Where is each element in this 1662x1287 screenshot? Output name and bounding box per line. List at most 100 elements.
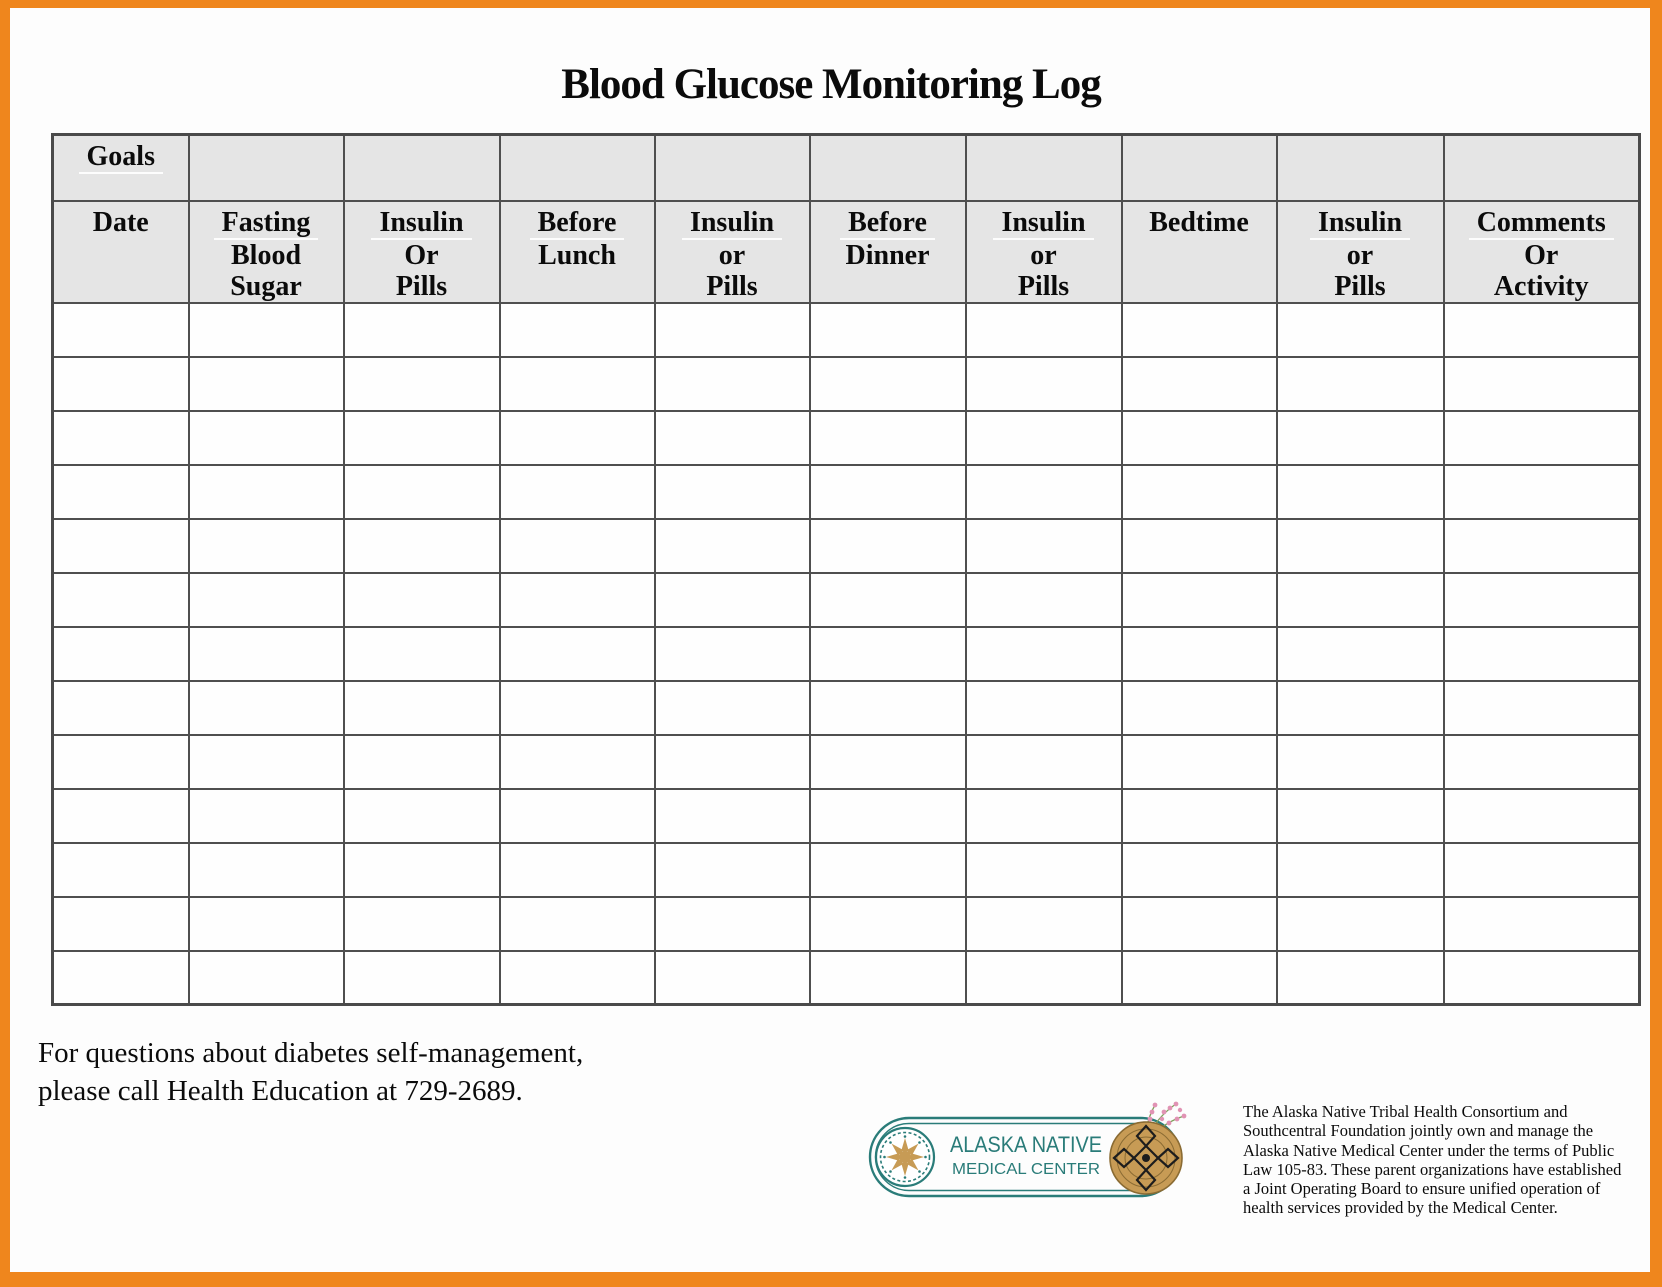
disclaimer-line: health services provided by the Medical … (1243, 1198, 1558, 1218)
log-entry-cell (498, 301, 656, 358)
log-entry-cell (1120, 895, 1278, 952)
log-entry-cell (653, 301, 811, 358)
log-entry-row (51, 409, 1641, 466)
log-entry-cell (498, 355, 656, 412)
log-entry-cell (1442, 517, 1641, 574)
disclaimer-line: Alaska Native Medical Center under the t… (1243, 1140, 1615, 1160)
column-header-before-dinner: Before Dinner (808, 199, 967, 304)
page-title: Blood Glucose Monitoring Log (561, 61, 1101, 108)
log-entry-cell (808, 301, 967, 358)
log-entry-cell (342, 733, 501, 790)
log-entry-cell (498, 949, 656, 1006)
goals-label-cell: Goals (51, 133, 190, 202)
log-entry-cell (51, 895, 190, 952)
log-entry-cell (498, 733, 656, 790)
disclaimer-line: The Alaska Native Tribal Health Consorti… (1243, 1102, 1568, 1121)
log-entry-cell (342, 841, 501, 898)
log-entry-cell (498, 625, 656, 682)
log-entry-cell (964, 301, 1123, 358)
log-entry-cell (1275, 733, 1445, 790)
log-entry-cell (964, 463, 1123, 520)
log-entry-cell (1120, 787, 1278, 844)
log-entry-cell (1120, 949, 1278, 1006)
log-entry-cell (51, 679, 190, 736)
log-entry-cell (51, 409, 190, 466)
log-entry-cell (498, 571, 656, 628)
log-entry-cell (1120, 679, 1278, 736)
goals-value-cell (653, 133, 811, 202)
column-header-insulin-or-pills: Insulin Or Pills (342, 199, 501, 304)
log-entry-cell (1442, 841, 1641, 898)
column-header-insulin-or-pills: Insulin or Pills (964, 199, 1123, 304)
disclaimer-line: Southcentral Foundation jointly own and … (1243, 1121, 1594, 1141)
log-entry-cell (1120, 409, 1278, 466)
log-entry-cell (187, 679, 345, 736)
log-entry-cell (653, 679, 811, 736)
log-entry-cell (653, 517, 811, 574)
log-entry-cell (51, 301, 190, 358)
log-entry-cell (653, 841, 811, 898)
log-entry-cell (1275, 841, 1445, 898)
log-entry-cell (1442, 571, 1641, 628)
log-entry-cell (808, 949, 967, 1006)
log-entry-cell (1275, 679, 1445, 736)
log-entry-cell (51, 355, 190, 412)
log-entry-cell (1120, 355, 1278, 412)
log-entry-cell (342, 301, 501, 358)
log-entry-cell (51, 733, 190, 790)
log-entry-cell (51, 625, 190, 682)
column-header-fasting-blood-sugar: Fasting Blood Sugar (187, 199, 345, 304)
log-entry-cell (1442, 301, 1641, 358)
log-entry-cell (1120, 517, 1278, 574)
log-entry-cell (1120, 463, 1278, 520)
log-entry-cell (808, 517, 967, 574)
log-entry-cell (1275, 949, 1445, 1006)
log-entry-cell (653, 949, 811, 1006)
log-entry-row (51, 625, 1641, 682)
log-entry-cell (342, 949, 501, 1006)
column-header-date: Date (51, 199, 190, 304)
log-entry-cell (808, 625, 967, 682)
disclaimer-line: Law 105-83. These parent organizations h… (1243, 1159, 1622, 1179)
table-body (51, 301, 1641, 1006)
log-entry-cell (342, 355, 501, 412)
log-entry-cell (1120, 571, 1278, 628)
log-entry-cell (187, 787, 345, 844)
log-entry-cell (1275, 787, 1445, 844)
log-entry-cell (1442, 787, 1641, 844)
log-entry-cell (1275, 301, 1445, 358)
log-entry-cell (498, 679, 656, 736)
log-entry-cell (187, 895, 345, 952)
log-entry-cell (653, 733, 811, 790)
log-entry-cell (1120, 625, 1278, 682)
log-entry-cell (342, 409, 501, 466)
log-entry-cell (187, 517, 345, 574)
log-entry-cell (653, 895, 811, 952)
log-entry-cell (964, 733, 1123, 790)
log-entry-cell (187, 949, 345, 1006)
column-header-comments-or-activity: Comments Or Activity (1442, 199, 1641, 304)
log-entry-cell (1442, 679, 1641, 736)
log-entry-cell (1442, 895, 1641, 952)
log-entry-cell (1442, 949, 1641, 1006)
log-entry-cell (808, 571, 967, 628)
log-entry-row (51, 517, 1641, 574)
contact-line-1: For questions about diabetes self-manage… (38, 1037, 584, 1069)
log-entry-cell (51, 841, 190, 898)
log-entry-cell (187, 355, 345, 412)
goals-value-cell (1275, 133, 1445, 202)
column-header-row: Date Fasting Blood Sugar Insulin Or Pills Befor… (51, 199, 1641, 304)
log-entry-cell (51, 517, 190, 574)
log-entry-cell (1275, 409, 1445, 466)
goals-value-cell (187, 133, 345, 202)
log-entry-cell (653, 409, 811, 466)
contact-line-2: please call Health Education at 729-2689… (38, 1075, 523, 1107)
log-entry-cell (342, 517, 501, 574)
log-entry-cell (187, 301, 345, 358)
log-entry-row (51, 949, 1641, 1006)
log-entry-cell (498, 787, 656, 844)
log-entry-cell (1442, 625, 1641, 682)
log-entry-cell (653, 355, 811, 412)
contact-note: For questions about diabetes self-manage… (38, 1034, 583, 1110)
log-entry-cell (964, 787, 1123, 844)
